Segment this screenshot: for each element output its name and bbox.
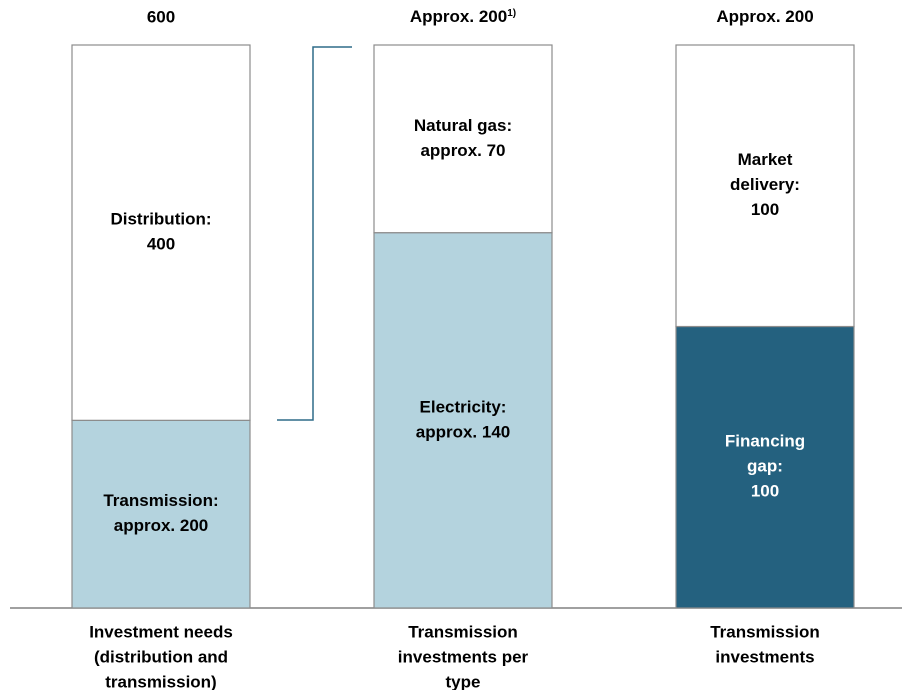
segment-label: approx. 140 (416, 422, 511, 441)
bar-segment (675, 325, 855, 609)
bar-segment (373, 232, 553, 609)
segment-label: Distribution: (110, 210, 211, 229)
segment-label: gap: (747, 457, 783, 476)
total-label: Approx. 200 (716, 7, 813, 26)
segment-label: Financing (725, 432, 805, 451)
total-text: Approx. 200 (410, 7, 507, 26)
bar-segment (373, 44, 553, 234)
total-text: Approx. 200 (716, 7, 813, 26)
footnote-marker: 1) (507, 8, 516, 19)
segment-label: 100 (751, 482, 779, 501)
segment-label: approx. 200 (114, 516, 209, 535)
bar-segment (71, 419, 251, 609)
segment-label: Natural gas: (414, 116, 512, 135)
x-tick-label: investments per (398, 647, 529, 666)
segment-label: delivery: (730, 175, 800, 194)
bar-segment (675, 44, 855, 328)
total-label: Approx. 2001) (410, 7, 516, 26)
segment-label: Market (738, 150, 793, 169)
segment-label: 100 (751, 200, 779, 219)
x-tick-label: investments (715, 647, 814, 666)
segment-label: Electricity: (420, 397, 507, 416)
bar-segment (71, 44, 251, 421)
x-tick-label: transmission) (105, 672, 216, 690)
x-tick-label: Transmission (408, 622, 518, 641)
x-tick-label: (distribution and (94, 647, 228, 666)
segment-label: Transmission: (103, 491, 218, 510)
segment-label: 400 (147, 235, 175, 254)
segment-label: approx. 70 (420, 141, 505, 160)
x-tick-label: type (446, 672, 481, 690)
connector (277, 46, 352, 421)
total-label: 600 (147, 7, 175, 26)
x-tick-label: Transmission (710, 622, 820, 641)
x-tick-label: Investment needs (89, 622, 233, 641)
